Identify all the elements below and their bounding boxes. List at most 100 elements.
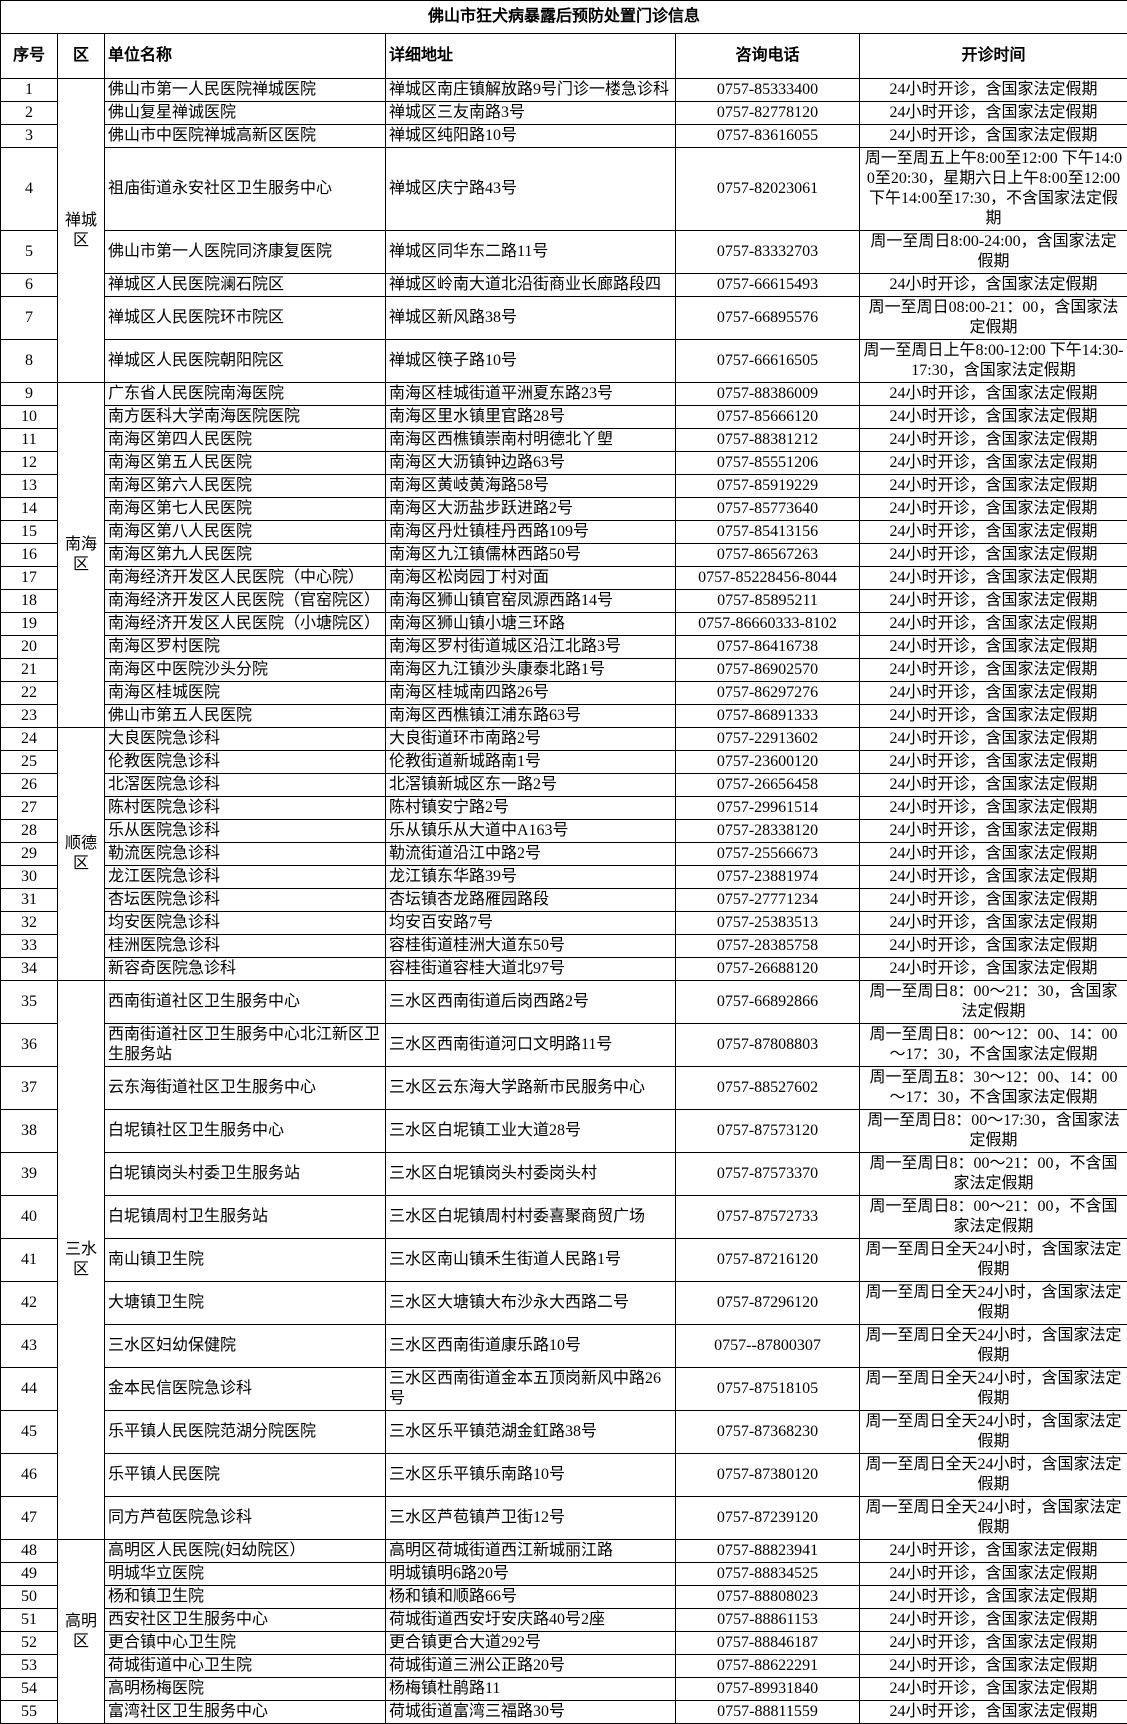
unit-name-cell: 伦教医院急诊科 — [105, 751, 386, 774]
unit-name-cell: 禅城区人民医院澜石院区 — [105, 274, 386, 297]
unit-name-cell: 高明杨梅医院 — [105, 1678, 386, 1701]
phone-cell: 0757-23600120 — [676, 751, 860, 774]
phone-cell: 0757-87296120 — [676, 1282, 860, 1325]
phone-cell: 0757-88846187 — [676, 1632, 860, 1655]
address-cell: 北滘镇新城区东一路2号 — [386, 774, 676, 797]
phone-cell: 0757-66615493 — [676, 274, 860, 297]
hours-cell: 周一至周日08:00-21：00，含国家法定假期 — [860, 297, 1127, 340]
seq-cell: 41 — [1, 1239, 58, 1282]
phone-cell: 0757-29961514 — [676, 797, 860, 820]
seq-cell: 48 — [1, 1540, 58, 1563]
phone-cell: 0757-25566673 — [676, 843, 860, 866]
hours-cell: 24小时开诊，含国家法定假期 — [860, 1632, 1127, 1655]
phone-cell: 0757-86567263 — [676, 544, 860, 567]
hours-cell: 24小时开诊，含国家法定假期 — [860, 79, 1127, 102]
seq-cell: 46 — [1, 1454, 58, 1497]
seq-cell: 35 — [1, 981, 58, 1024]
phone-cell: 0757-87572733 — [676, 1196, 860, 1239]
unit-name-cell: 同方芦苞医院急诊科 — [105, 1497, 386, 1540]
seq-cell: 38 — [1, 1110, 58, 1153]
unit-name-cell: 南海区桂城医院 — [105, 682, 386, 705]
hours-cell: 24小时开诊，含国家法定假期 — [860, 797, 1127, 820]
hours-cell: 24小时开诊，含国家法定假期 — [860, 544, 1127, 567]
phone-cell: 0757-28385758 — [676, 935, 860, 958]
hours-cell: 24小时开诊，含国家法定假期 — [860, 1609, 1127, 1632]
phone-cell: 0757-88861153 — [676, 1609, 860, 1632]
address-cell: 南海区九江镇沙头康泰北路1号 — [386, 659, 676, 682]
hours-cell: 24小时开诊，含国家法定假期 — [860, 1586, 1127, 1609]
seq-cell: 44 — [1, 1368, 58, 1411]
unit-name-cell: 新容奇医院急诊科 — [105, 958, 386, 981]
address-cell: 高明区荷城街道西江新城丽江路 — [386, 1540, 676, 1563]
seq-cell: 17 — [1, 567, 58, 590]
hours-cell: 24小时开诊，含国家法定假期 — [860, 102, 1127, 125]
unit-name-cell: 南山镇卫生院 — [105, 1239, 386, 1282]
seq-cell: 7 — [1, 297, 58, 340]
address-cell: 三水区大塘镇大布沙永大西路二号 — [386, 1282, 676, 1325]
address-cell: 杨梅镇杜鹃路11 — [386, 1678, 676, 1701]
address-cell: 三水区乐平镇范湖金釭路38号 — [386, 1411, 676, 1454]
unit-name-cell: 佛山市第一人民医院禅城医院 — [105, 79, 386, 102]
unit-name-cell: 乐平镇人民医院范湖分院医院 — [105, 1411, 386, 1454]
hours-cell: 24小时开诊，含国家法定假期 — [860, 1655, 1127, 1678]
phone-cell: 0757-28338120 — [676, 820, 860, 843]
address-cell: 龙江镇东华路39号 — [386, 866, 676, 889]
seq-cell: 1 — [1, 79, 58, 102]
phone-cell: 0757-22913602 — [676, 728, 860, 751]
hours-cell: 24小时开诊，含国家法定假期 — [860, 682, 1127, 705]
unit-name-cell: 桂洲医院急诊科 — [105, 935, 386, 958]
unit-name-cell: 禅城区人民医院朝阳院区 — [105, 340, 386, 383]
address-cell: 南海区黄岐黄海路58号 — [386, 475, 676, 498]
seq-cell: 39 — [1, 1153, 58, 1196]
phone-cell: 0757-88808023 — [676, 1586, 860, 1609]
hours-cell: 24小时开诊，含国家法定假期 — [860, 125, 1127, 148]
address-cell: 三水区云东海大学路新市民服务中心 — [386, 1067, 676, 1110]
title-row: 佛山市狂犬病暴露后预防处置门诊信息 — [1, 1, 1127, 34]
address-cell: 南海区大沥盐步跃进路2号 — [386, 498, 676, 521]
unit-name-cell: 西南街道社区卫生服务中心 — [105, 981, 386, 1024]
hours-cell: 周一至周日8:00-24:00，含国家法定假期 — [860, 231, 1127, 274]
seq-cell: 18 — [1, 590, 58, 613]
phone-cell: 0757-66895576 — [676, 297, 860, 340]
phone-cell: 0757-87216120 — [676, 1239, 860, 1282]
address-cell: 南海区里水镇里官路28号 — [386, 406, 676, 429]
unit-name-cell: 祖庙街道永安社区卫生服务中心 — [105, 148, 386, 231]
seq-cell: 12 — [1, 452, 58, 475]
phone-cell: 0757-88527602 — [676, 1067, 860, 1110]
address-cell: 南海区九江镇儒林西路50号 — [386, 544, 676, 567]
district-cell: 南海区 — [58, 383, 105, 728]
hours-cell: 24小时开诊，含国家法定假期 — [860, 843, 1127, 866]
address-cell: 禅城区庆宁路43号 — [386, 148, 676, 231]
unit-name-cell: 陈村医院急诊科 — [105, 797, 386, 820]
hours-cell: 24小时开诊，含国家法定假期 — [860, 1678, 1127, 1701]
col-header-hours: 开诊时间 — [860, 34, 1127, 79]
unit-name-cell: 龙江医院急诊科 — [105, 866, 386, 889]
seq-cell: 32 — [1, 912, 58, 935]
hours-cell: 周一至周日全天24小时，含国家法定假期 — [860, 1411, 1127, 1454]
address-cell: 大良街道环市南路2号 — [386, 728, 676, 751]
hours-cell: 24小时开诊，含国家法定假期 — [860, 1563, 1127, 1586]
address-cell: 杨和镇和顺路66号 — [386, 1586, 676, 1609]
unit-name-cell: 南海经济开发区人民医院（小塘院区） — [105, 613, 386, 636]
phone-cell: 0757-86891333 — [676, 705, 860, 728]
header-row: 序号 区 单位名称 详细地址 咨询电话 开诊时间 — [1, 34, 1127, 79]
seq-cell: 14 — [1, 498, 58, 521]
phone-cell: 0757-87573120 — [676, 1110, 860, 1153]
phone-cell: 0757-86902570 — [676, 659, 860, 682]
address-cell: 陈村镇安宁路2号 — [386, 797, 676, 820]
hours-cell: 24小时开诊，含国家法定假期 — [860, 866, 1127, 889]
unit-name-cell: 佛山复星禅诚医院 — [105, 102, 386, 125]
